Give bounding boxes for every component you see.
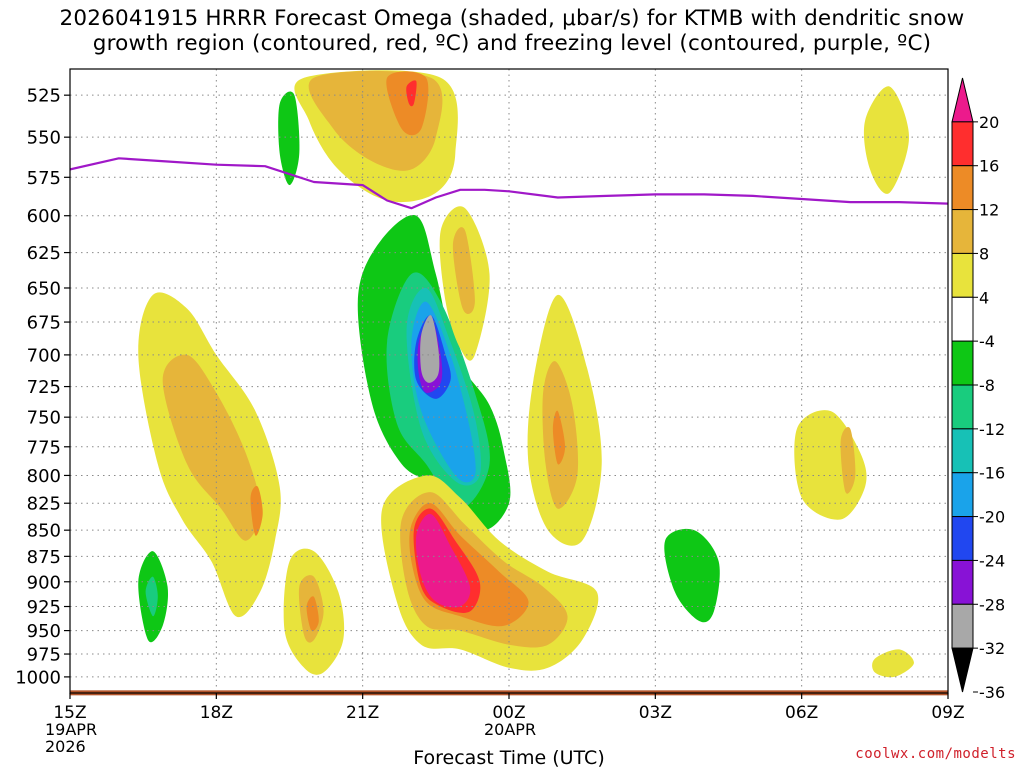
y-tick-label-1000: 1000 xyxy=(15,667,61,688)
y-tick-label-650: 650 xyxy=(27,278,61,299)
y-tick-label-525: 525 xyxy=(27,86,61,107)
y-tick-label-700: 700 xyxy=(27,345,61,366)
colorbar-swatch-5 xyxy=(951,296,974,342)
chart-title-line-2: growth region (contoured, red, ºC) and f… xyxy=(92,31,932,56)
x-axis-label: Forecast Time (UTC) xyxy=(413,747,604,768)
x-tick-label-0-1: 19APR xyxy=(45,720,97,739)
colorbar-swatch-4 xyxy=(951,252,974,298)
freezing-level-line xyxy=(70,157,948,210)
colorbar-label-5: -4 xyxy=(979,332,995,351)
y-tick-label-800: 800 xyxy=(27,466,61,487)
colorbar-label-2: 12 xyxy=(979,201,999,220)
omega-colorbar: 20 16 12 8 4 -4 -8 -12 -16 -20 -24 -28 -32 -36 xyxy=(951,77,1005,702)
y-tick-label-925: 925 xyxy=(27,597,61,618)
freezing-level-contour xyxy=(70,157,948,210)
omega-region-22 xyxy=(306,596,319,632)
omega-region-5 xyxy=(145,576,158,617)
colorbar-label-10: -24 xyxy=(979,551,1005,570)
x-tick-label-0-2: 2026 xyxy=(45,737,86,756)
colorbar-label-6: -8 xyxy=(979,376,995,395)
omega-shading xyxy=(86,69,948,678)
y-tick-label-875: 875 xyxy=(27,547,61,568)
colorbar-swatch-3 xyxy=(951,209,974,254)
grid-lines xyxy=(70,69,948,693)
colorbar-swatch-9 xyxy=(951,472,974,518)
omega-region-26 xyxy=(406,80,417,107)
x-tick-label-12-0: 03Z xyxy=(639,703,672,723)
y-tick-label-750: 750 xyxy=(27,408,61,429)
x-tick-label-0-0: 15Z xyxy=(53,703,86,723)
y-tick-label-725: 725 xyxy=(27,377,61,398)
y-tick-label-850: 850 xyxy=(27,521,61,542)
x-tick-label-6-0: 21Z xyxy=(346,703,379,723)
x-tick-label-9-0: 00Z xyxy=(492,703,525,723)
colorbar-swatch-6 xyxy=(951,340,974,386)
y-tick-label-550: 550 xyxy=(27,128,61,149)
colorbar-label-12: -32 xyxy=(979,639,1005,658)
credit-text: coolwx.com/modelts xyxy=(855,746,1016,762)
omega-region-2 xyxy=(313,335,414,640)
omega-region-3 xyxy=(86,404,213,661)
x-tick-label-18-0: 09Z xyxy=(931,703,964,723)
omega-region-13 xyxy=(420,315,440,383)
omega-region-1 xyxy=(139,69,404,382)
omega-region-18 xyxy=(162,354,261,541)
colorbar-swatch-13 xyxy=(951,647,974,693)
colorbar-swatch-7 xyxy=(951,384,974,430)
colorbar-swatch-1 xyxy=(951,121,974,167)
y-tick-label-675: 675 xyxy=(27,313,61,334)
colorbar-swatch-10 xyxy=(951,516,974,561)
y-tick-label-775: 775 xyxy=(27,437,61,458)
omega-region-19 xyxy=(250,485,263,536)
y-tick-label-900: 900 xyxy=(27,572,61,593)
omega-region-28 xyxy=(452,227,475,315)
y-tick-label-975: 975 xyxy=(27,645,61,666)
chart-title-line-1: 2026041915 HRRR Forecast Omega (shaded, … xyxy=(59,6,965,31)
omega-region-25 xyxy=(386,71,429,136)
y-tick-label-950: 950 xyxy=(27,621,61,642)
y-tick-label-625: 625 xyxy=(27,243,61,264)
y-tick-label-600: 600 xyxy=(27,206,61,227)
omega-region-15 xyxy=(664,528,720,623)
omega-region-14 xyxy=(632,486,948,670)
y-tick-label-825: 825 xyxy=(27,494,61,515)
x-tick-label-15-0: 06Z xyxy=(785,703,818,723)
omega-region-40 xyxy=(415,513,471,608)
y-tick-label-575: 575 xyxy=(27,168,61,189)
omega-region-31 xyxy=(552,410,566,465)
omega-region-6 xyxy=(278,91,300,186)
omega-region-34 xyxy=(863,86,909,194)
colorbar-label-1: 16 xyxy=(979,157,999,176)
colorbar-label-0: 20 xyxy=(979,113,999,132)
omega-region-16 xyxy=(767,69,873,348)
colorbar-label-8: -16 xyxy=(979,464,1005,483)
colorbar-label-4: 4 xyxy=(979,288,989,307)
colorbar-label-11: -28 xyxy=(979,595,1005,614)
x-tick-label-3-0: 18Z xyxy=(200,703,233,723)
omega-region-33 xyxy=(840,427,856,494)
y-axis: 525 550 575 600 625 650 675 700 725 750 775 800 825 8… xyxy=(15,86,70,688)
colorbar-swatch-11 xyxy=(951,559,974,605)
colorbar-swatch-8 xyxy=(951,428,974,474)
x-tick-label-9-1: 20APR xyxy=(484,720,536,739)
colorbar-swatch-0 xyxy=(951,77,974,123)
colorbar-swatch-12 xyxy=(951,603,974,649)
colorbar-label-13: -36 xyxy=(979,683,1005,702)
colorbar-label-9: -20 xyxy=(979,508,1005,527)
colorbar-label-7: -12 xyxy=(979,420,1005,439)
colorbar-label-3: 8 xyxy=(979,244,989,263)
omega-region-35 xyxy=(872,649,914,678)
colorbar-swatch-2 xyxy=(951,165,974,211)
chart-title: 2026041915 HRRR Forecast Omega (shaded, … xyxy=(0,6,1024,56)
